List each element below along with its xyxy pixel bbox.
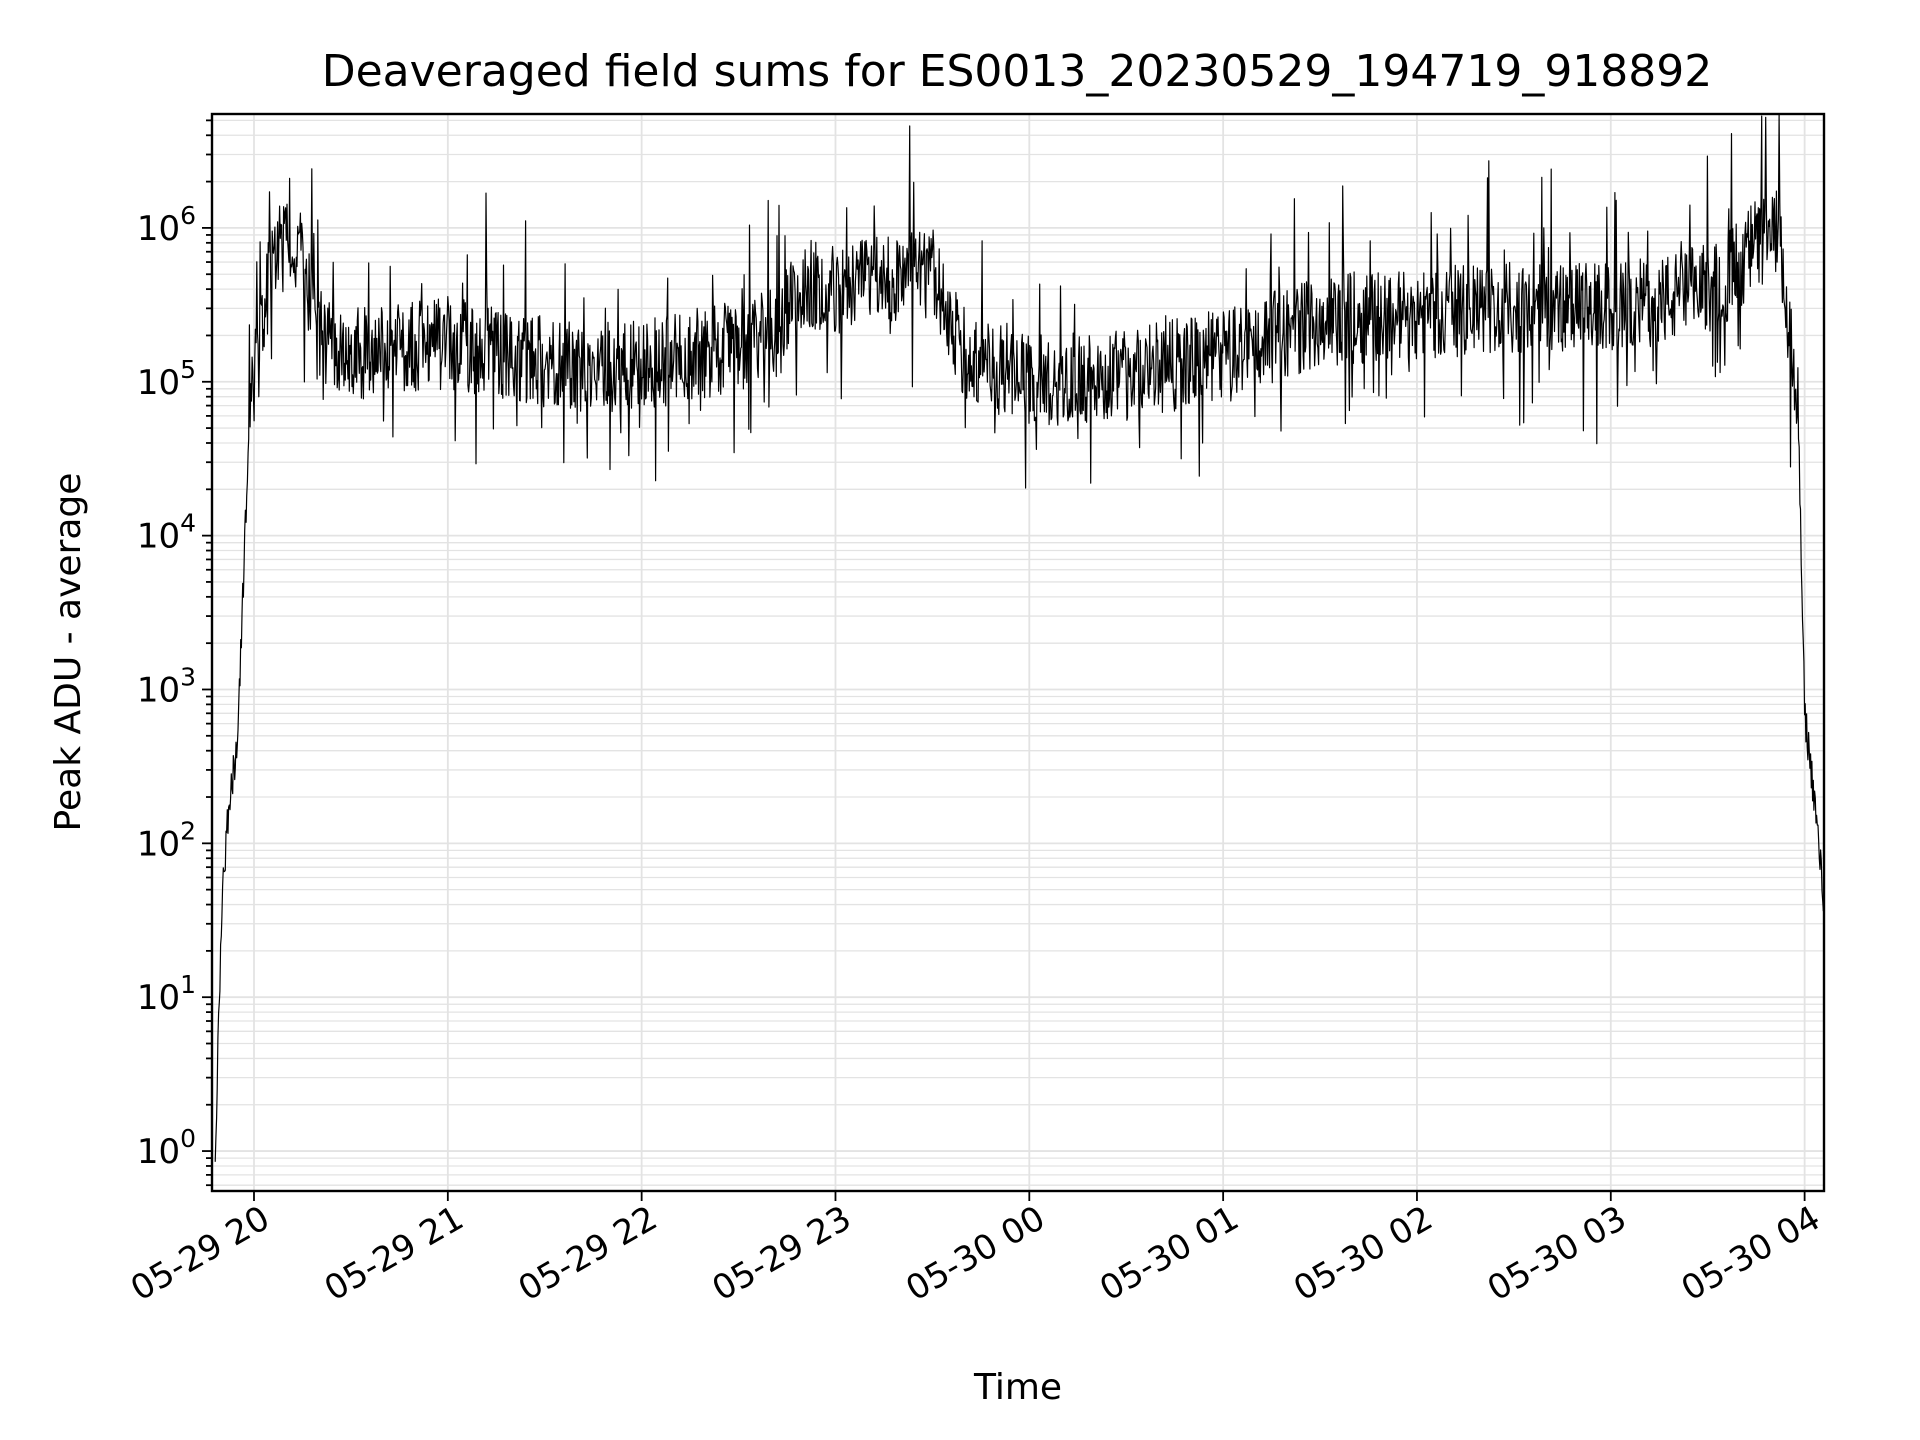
series-layer [214, 113, 1825, 1162]
x-tick-label: 05-30 01 [1093, 1198, 1245, 1309]
plot-frame [210, 112, 1826, 1193]
y-tick-label: 103 [137, 662, 196, 710]
x-tick-label: 05-30 02 [1287, 1198, 1439, 1309]
x-tick-label: 05-29 20 [124, 1198, 276, 1309]
y-tick-base: 10 [137, 363, 180, 403]
y-tick-label: 106 [137, 201, 196, 249]
y-tick-base: 10 [137, 978, 180, 1018]
y-tick-exponent: 5 [180, 355, 196, 384]
y-tick-base: 10 [137, 209, 180, 249]
x-tick-label: 05-30 04 [1675, 1198, 1827, 1309]
y-tick-exponent: 3 [180, 662, 196, 691]
y-tick-base: 10 [137, 824, 180, 864]
x-axis-label: Time [973, 1367, 1062, 1408]
x-tick-label: 05-30 00 [899, 1198, 1051, 1309]
y-axis-label: Peak ADU - average [48, 473, 89, 832]
y-tick-exponent: 0 [180, 1124, 196, 1153]
y-tick-label: 102 [137, 816, 196, 864]
y-tick-label: 101 [137, 970, 196, 1018]
y-tick-label: 105 [137, 355, 196, 403]
y-tick-base: 10 [137, 1132, 180, 1172]
x-axis: 05-29 20 05-29 21 05-29 22 05-29 23 05-30 00… [124, 1191, 1827, 1309]
x-tick-label: 05-29 22 [512, 1198, 664, 1309]
y-tick-base: 10 [137, 670, 180, 710]
x-tick-label: 05-30 03 [1481, 1198, 1633, 1309]
y-tick-exponent: 4 [180, 509, 196, 538]
series-line [214, 113, 1825, 1162]
y-tick-exponent: 6 [180, 201, 196, 230]
x-tick-label: 05-29 21 [318, 1198, 470, 1309]
y-tick-base: 10 [137, 517, 180, 557]
y-tick-exponent: 2 [180, 816, 196, 845]
chart-title: Deaveraged field sums for ES0013_2023052… [322, 46, 1713, 97]
y-tick-exponent: 1 [180, 970, 196, 999]
x-tick-label: 05-29 23 [706, 1198, 858, 1309]
y-tick-label: 100 [137, 1124, 196, 1172]
y-tick-label: 104 [137, 509, 196, 557]
